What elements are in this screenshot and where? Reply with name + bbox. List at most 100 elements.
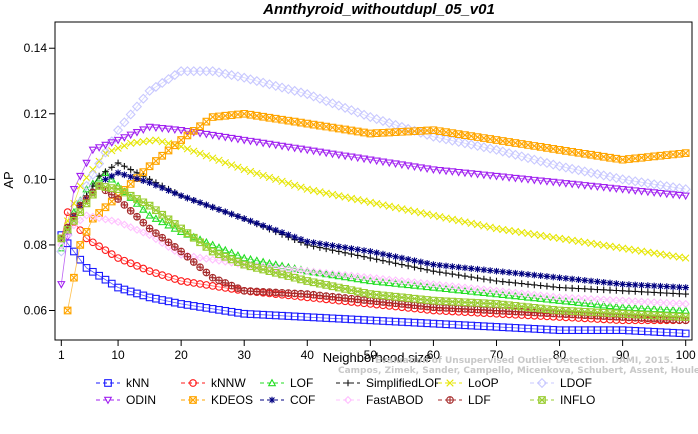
data-point [228, 210, 235, 218]
data-point [69, 186, 79, 194]
data-point [682, 254, 690, 262]
data-point [518, 280, 526, 287]
data-point [384, 117, 395, 129]
data-point [486, 276, 494, 284]
data-point [618, 244, 627, 252]
data-point [202, 130, 211, 139]
y-axis-label: AP [1, 171, 16, 188]
data-point [359, 275, 369, 284]
data-point [328, 190, 337, 199]
data-point [435, 283, 444, 292]
data-point [429, 283, 438, 291]
data-point [460, 169, 470, 178]
data-point [82, 199, 91, 208]
data-point [63, 306, 72, 315]
data-point [429, 296, 438, 305]
data-point [662, 305, 672, 313]
data-point [435, 280, 444, 290]
data-point [574, 237, 583, 246]
data-point [467, 284, 476, 293]
data-point [404, 256, 412, 263]
data-point [177, 192, 185, 200]
data-point [359, 155, 369, 164]
data-point [82, 211, 91, 220]
data-point [561, 293, 570, 302]
data-point [170, 224, 180, 232]
data-point [430, 261, 437, 268]
data-point [568, 284, 576, 292]
data-point [360, 288, 368, 297]
data-point [227, 161, 236, 169]
data-point [290, 273, 299, 282]
data-point [366, 273, 375, 282]
data-point [555, 296, 564, 304]
data-point [416, 295, 425, 304]
data-point [227, 111, 236, 119]
data-point [586, 167, 597, 178]
legend-item: LoOP [438, 376, 499, 390]
data-point [604, 171, 616, 182]
data-point [139, 218, 148, 227]
series-line [60, 70, 686, 252]
data-point [524, 280, 532, 288]
data-point [183, 252, 192, 261]
data-point [580, 182, 590, 190]
data-point [568, 293, 577, 303]
data-point [284, 272, 293, 280]
data-point [348, 250, 355, 258]
legend-label: LOF [290, 376, 313, 390]
data-point [132, 128, 142, 137]
data-point [234, 110, 242, 119]
data-point [587, 285, 595, 293]
data-point [101, 203, 110, 212]
data-point [669, 299, 678, 308]
data-point [152, 229, 160, 237]
data-point [398, 300, 406, 308]
data-point [164, 139, 173, 147]
data-point [208, 240, 217, 249]
data-point [340, 102, 351, 113]
legend-marker [538, 396, 546, 404]
data-point [454, 304, 463, 313]
legend-label: KDEOS [211, 393, 253, 407]
data-point [436, 261, 444, 269]
data-point [221, 111, 230, 120]
data-point [523, 290, 533, 299]
data-point [289, 85, 300, 96]
data-point [120, 142, 129, 150]
data-point [655, 180, 666, 191]
data-point [624, 186, 634, 195]
data-point [335, 192, 343, 200]
data-point [429, 303, 438, 311]
data-point [428, 131, 439, 142]
data-point [611, 172, 622, 184]
data-point [353, 154, 362, 163]
data-point [536, 177, 545, 186]
data-point [449, 270, 456, 278]
data-point [221, 158, 229, 167]
data-point [379, 298, 387, 306]
data-point [101, 275, 110, 284]
data-point [88, 190, 97, 199]
data-point [649, 304, 659, 313]
data-point [467, 287, 476, 295]
data-point [378, 158, 388, 167]
data-point [322, 189, 330, 197]
data-point [587, 277, 595, 285]
data-point [511, 174, 520, 183]
x-tick-label: 70 [490, 348, 504, 362]
data-point [398, 205, 406, 213]
data-point [56, 246, 67, 257]
data-point [493, 277, 500, 285]
data-point [327, 98, 338, 109]
data-point [567, 297, 577, 306]
data-point [108, 172, 116, 180]
data-point [562, 275, 570, 282]
data-point [612, 302, 621, 310]
data-point [542, 294, 552, 303]
data-point [549, 178, 558, 187]
data-point [239, 136, 249, 145]
data-point [114, 195, 122, 203]
data-point [107, 197, 116, 206]
data-point [574, 298, 583, 306]
